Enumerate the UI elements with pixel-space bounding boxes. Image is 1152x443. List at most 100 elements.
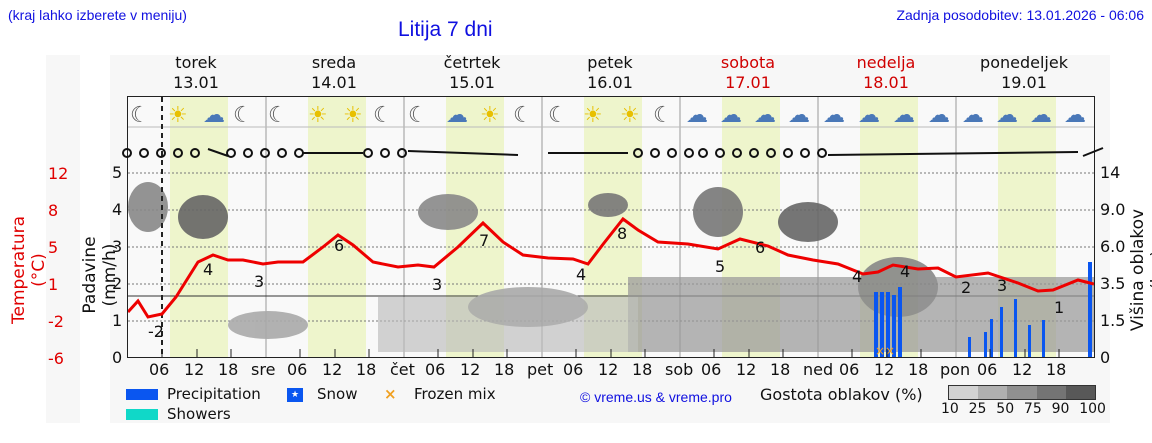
svg-text:☾: ☾ [513, 103, 533, 128]
precip-tick: 1 [112, 311, 123, 330]
temp-axis-label: Temperatura (°C) [9, 215, 49, 325]
x-tick: 06 [287, 360, 308, 379]
last-updated: Zadnja posodobitev: 13.01.2026 - 06:06 [896, 7, 1144, 23]
precip-tick: 3 [112, 237, 123, 256]
precip-tick: 4 [112, 200, 123, 219]
plot-area: ×× -2 4 3 6 3 7 4 8 5 6 4 4 2 3 1 [127, 96, 1095, 358]
svg-text:☁: ☁ [858, 103, 880, 128]
svg-text:4: 4 [203, 260, 213, 279]
temp-tick: 12 [48, 164, 69, 183]
temp-tick: -6 [48, 349, 64, 368]
page-title: Litija 7 dni [398, 18, 493, 41]
x-tick: 12 [598, 360, 619, 379]
svg-text:☾: ☾ [233, 103, 253, 128]
x-tick: sob [665, 360, 694, 379]
svg-text:☀: ☀ [480, 103, 500, 128]
legend-showers: Showers [167, 405, 231, 423]
svg-text:7: 7 [479, 231, 489, 250]
location-hint: (kraj lahko izberete v meniju) [8, 7, 187, 23]
svg-text:☁: ☁ [996, 103, 1018, 128]
svg-text:☁: ☁ [203, 103, 225, 128]
day-header: sobota 17.01 [720, 53, 776, 92]
svg-text:☾: ☾ [268, 103, 288, 128]
svg-text:☀: ☀ [308, 103, 328, 128]
x-tick: ned [803, 360, 834, 379]
x-tick: čet [390, 360, 415, 379]
x-tick: 18 [356, 360, 377, 379]
svg-text:☾: ☾ [373, 103, 393, 128]
svg-text:3: 3 [254, 272, 264, 291]
svg-text:5: 5 [715, 257, 725, 276]
x-tick: 18 [908, 360, 929, 379]
svg-text:3: 3 [997, 276, 1007, 295]
svg-text:4: 4 [852, 267, 862, 286]
x-tick: 12 [874, 360, 895, 379]
legend-frozen-mix: Frozen mix [414, 385, 496, 403]
x-tick: 18 [218, 360, 239, 379]
svg-text:☀: ☀ [583, 103, 603, 128]
cloud-tick: 1.5 [1100, 311, 1126, 330]
svg-text:☁: ☁ [928, 103, 950, 128]
svg-text:2: 2 [961, 278, 971, 297]
svg-text:××: ×× [875, 344, 895, 357]
svg-text:1: 1 [1054, 298, 1064, 317]
scale-labels: 10 25 50 75 90 100 [941, 401, 1106, 417]
svg-text:8: 8 [617, 224, 627, 243]
frozen-mix-x-icon: × [384, 385, 397, 403]
showers-swatch [126, 409, 158, 420]
temp-tick: 5 [48, 238, 59, 257]
temp-axis-panel [46, 55, 80, 423]
svg-text:☁: ☁ [686, 103, 708, 128]
svg-text:☁: ☁ [446, 103, 468, 128]
temp-tick: -2 [48, 312, 64, 331]
legend-snow: Snow [317, 385, 358, 403]
x-tick: 12 [322, 360, 343, 379]
x-tick: 06 [563, 360, 584, 379]
svg-text:☾: ☾ [653, 103, 673, 128]
x-tick: 06 [839, 360, 860, 379]
chart-svg: ×× -2 4 3 6 3 7 4 8 5 6 4 4 2 3 1 [128, 97, 1094, 357]
x-tick: 06 [425, 360, 446, 379]
day-header: sreda 14.01 [311, 53, 357, 92]
day-header: torek 13.01 [173, 53, 219, 92]
svg-text:☾: ☾ [130, 103, 150, 128]
day-header: nedelja 18.01 [856, 53, 916, 92]
svg-text:4: 4 [576, 265, 586, 284]
x-tick: 06 [701, 360, 722, 379]
svg-text:☁: ☁ [823, 103, 845, 128]
wind-row [122, 147, 1104, 158]
precip-tick: 5 [112, 163, 123, 182]
cloud-tick: 3.5 [1100, 274, 1126, 293]
weather-icons: ☾ ☀ ☁ ☾ ☾ ☀ ☀ ☾ ☾ ☁ ☀ ☾ ☾ ☀ ☀ ☾ ☁ ☁ ☁ ☁ ☁ ☁ ☁ ☁ ☁ ☁ ☁ ☁ [130, 103, 1086, 128]
svg-text:☁: ☁ [893, 103, 915, 128]
x-tick: 12 [184, 360, 205, 379]
x-tick: 06 [977, 360, 998, 379]
x-tick: 12 [1012, 360, 1033, 379]
cloud-tick: 9.0 [1100, 200, 1126, 219]
credit-link[interactable]: © vreme.us & vreme.pro [580, 389, 732, 405]
svg-text:☀: ☀ [168, 103, 188, 128]
svg-text:☁: ☁ [1064, 103, 1086, 128]
snow-star-icon: ★ [287, 388, 303, 402]
x-tick: 12 [736, 360, 757, 379]
svg-text:☁: ☁ [962, 103, 984, 128]
x-tick: pon [940, 360, 971, 379]
legend-precipitation: Precipitation [167, 385, 261, 403]
cloud-tick: 14 [1100, 163, 1121, 182]
svg-text:☾: ☾ [408, 103, 428, 128]
precip-tick: 0 [112, 348, 123, 367]
svg-text:6: 6 [334, 236, 344, 255]
x-tick: 06 [149, 360, 170, 379]
day-header: petek 16.01 [587, 53, 633, 92]
svg-text:☀: ☀ [343, 103, 363, 128]
svg-text:☁: ☁ [720, 103, 742, 128]
cloud-axis-label: Višina oblakov (km) [1128, 208, 1152, 332]
day-header: četrtek 15.01 [443, 53, 501, 92]
svg-text:-2: -2 [148, 322, 164, 341]
temp-tick: 8 [48, 201, 59, 220]
x-tick: 18 [632, 360, 653, 379]
day-header: ponedeljek 19.01 [980, 53, 1068, 92]
x-tick: 12 [460, 360, 481, 379]
x-tick: pet [527, 360, 554, 379]
temp-labels: -2 4 3 6 3 7 4 8 5 6 4 4 2 3 1 [148, 224, 1064, 341]
